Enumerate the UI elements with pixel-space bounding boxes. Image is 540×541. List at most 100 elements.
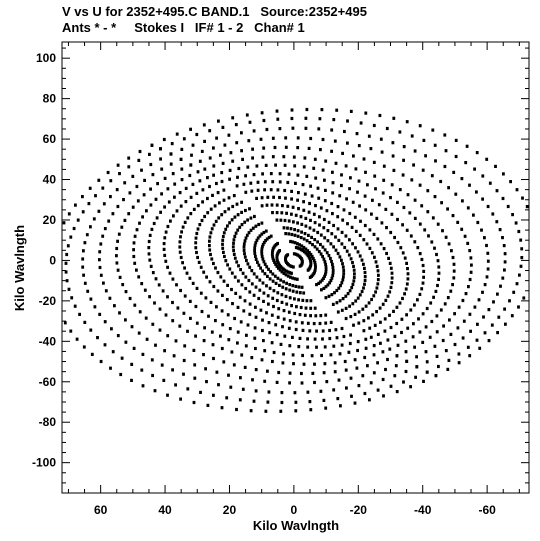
uv-point [398, 301, 402, 305]
uv-point [249, 228, 253, 232]
uv-point [357, 384, 361, 388]
uv-point [320, 288, 323, 292]
uv-point [118, 275, 122, 279]
uv-point [324, 285, 328, 289]
uv-point [251, 226, 255, 230]
uv-point [196, 170, 200, 174]
uv-point [404, 339, 408, 343]
uv-point [287, 232, 291, 236]
uv-point [451, 283, 454, 287]
uv-point [249, 181, 253, 185]
uv-point [427, 234, 430, 238]
uv-point [256, 180, 260, 184]
uv-point [89, 225, 92, 229]
uv-point [302, 165, 306, 169]
uv-point [214, 266, 217, 270]
uv-point [346, 141, 349, 145]
uv-point [173, 182, 177, 186]
uv-point [321, 168, 325, 172]
uv-point [243, 220, 247, 224]
uv-point [362, 157, 366, 161]
uv-point [290, 232, 294, 237]
uv-point [525, 205, 529, 209]
uv-point [331, 271, 335, 275]
uv-point [240, 131, 243, 135]
uv-point [396, 240, 400, 245]
uv-point [501, 236, 504, 240]
uv-point [363, 194, 367, 198]
uv-point [413, 303, 416, 307]
uv-point [331, 170, 334, 174]
uv-point [211, 343, 215, 347]
uv-point [421, 281, 425, 285]
uv-point [284, 287, 288, 291]
uv-point [306, 268, 310, 272]
uv-point [366, 364, 369, 368]
uv-point [383, 317, 387, 321]
uv-point [171, 172, 175, 176]
uv-point [124, 340, 128, 344]
uv-point [362, 319, 366, 323]
uv-point [466, 206, 470, 210]
uv-point [196, 227, 200, 231]
uv-point [219, 275, 223, 279]
uv-point [351, 200, 355, 204]
uv-point [252, 399, 256, 403]
uv-point [424, 325, 428, 329]
uv-point [457, 305, 461, 309]
uv-point [246, 262, 250, 266]
uv-point [178, 324, 182, 328]
uv-point [490, 323, 494, 327]
uv-point [323, 260, 327, 264]
uv-point [324, 296, 328, 300]
uv-point [243, 239, 247, 243]
uv-point [421, 168, 425, 172]
uv-point [307, 210, 311, 214]
uv-point [495, 220, 499, 224]
uv-point [374, 260, 378, 264]
uv-point [291, 240, 295, 244]
uv-point [389, 196, 392, 200]
uv-point [296, 221, 299, 225]
uv-point [464, 292, 468, 296]
uv-point [288, 264, 292, 268]
uv-point [349, 333, 352, 337]
uv-point [201, 188, 205, 192]
uv-point [349, 376, 353, 380]
uv-point [378, 113, 382, 118]
uv-point [361, 307, 365, 311]
uv-point [124, 318, 127, 322]
uv-point [350, 225, 354, 229]
uv-point [276, 241, 279, 246]
uv-point [169, 162, 173, 166]
uv-point [251, 147, 254, 151]
uv-point [275, 109, 279, 113]
uv-point [276, 117, 280, 121]
uv-point [166, 334, 170, 338]
uv-point [436, 222, 440, 226]
uv-point [294, 245, 298, 250]
uv-point [379, 320, 382, 324]
uv-point [153, 301, 156, 305]
uv-point [447, 358, 451, 362]
uv-point [213, 204, 217, 208]
uv-point [149, 203, 153, 207]
uv-point [222, 250, 225, 254]
uv-point [418, 124, 422, 128]
uv-point [182, 372, 185, 376]
uv-point [312, 212, 316, 216]
uv-point [300, 381, 304, 385]
uv-point [372, 353, 376, 357]
uv-point [281, 361, 285, 365]
uv-point [196, 255, 199, 260]
uv-point [339, 404, 342, 408]
uv-point [280, 300, 284, 304]
uv-point [391, 154, 395, 158]
uv-point [188, 276, 192, 280]
uv-point [86, 289, 90, 293]
uv-point [492, 300, 495, 304]
uv-point [232, 241, 235, 245]
uv-point [308, 400, 312, 404]
y-tick-label: 20 [43, 213, 57, 227]
uv-point [341, 278, 345, 282]
